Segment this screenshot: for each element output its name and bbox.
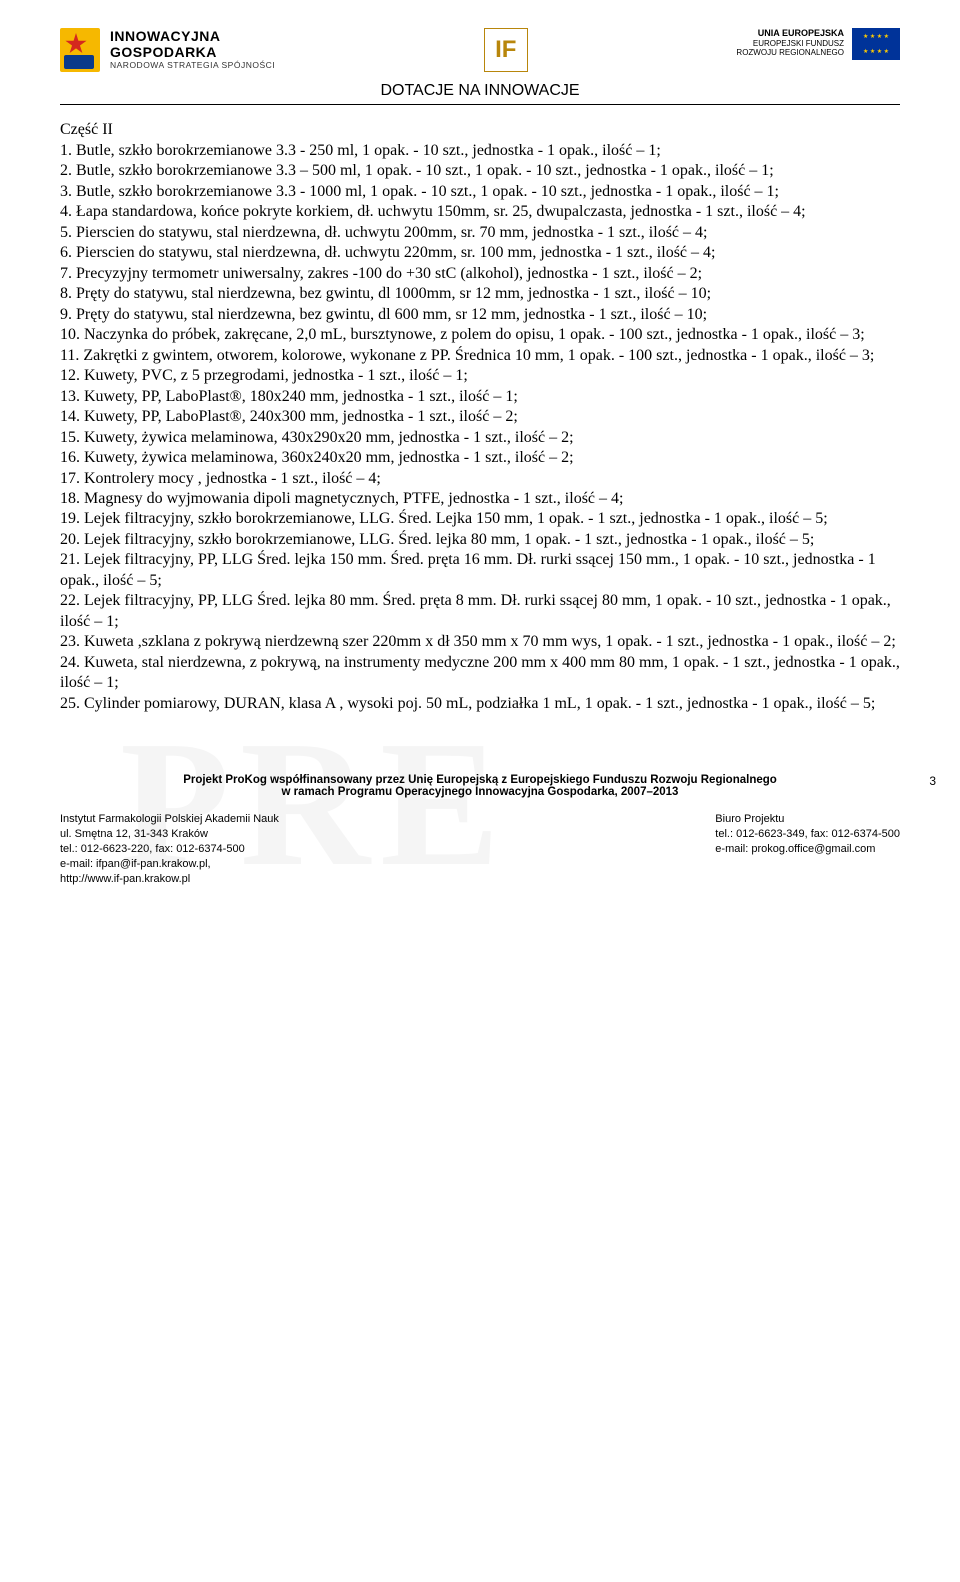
footer-right: Biuro Projektu tel.: 012-6623-349, fax: …	[715, 812, 900, 886]
list-item: 17. Kontrolery mocy , jednostka - 1 szt.…	[60, 469, 900, 489]
item-list: 1. Butle, szkło borokrzemianowe 3.3 - 25…	[60, 141, 900, 714]
page-title: DOTACJE NA INNOWACJE	[60, 82, 900, 100]
header-row: INNOWACYJNA GOSPODARKA NARODOWA STRATEGI…	[60, 28, 900, 72]
list-item: 9. Pręty do statywu, stal nierdzewna, be…	[60, 305, 900, 325]
list-item: 5. Pierscien do statywu, stal nierdzewna…	[60, 223, 900, 243]
section-title: Część II	[60, 121, 900, 139]
list-item: 20. Lejek filtracyjny, szkło borokrzemia…	[60, 530, 900, 550]
list-item: 24. Kuweta, stal nierdzewna, z pokrywą, …	[60, 653, 900, 694]
list-item: 10. Naczynka do próbek, zakręcane, 2,0 m…	[60, 325, 900, 345]
footer-r3: e-mail: prokog.office@gmail.com	[715, 842, 900, 857]
logo-if: IF	[484, 28, 528, 72]
list-item: 22. Lejek filtracyjny, PP, LLG Śred. lej…	[60, 591, 900, 632]
eu-line3: ROZWOJU REGIONALNEGO	[736, 48, 844, 58]
list-item: 2. Butle, szkło borokrzemianowe 3.3 – 50…	[60, 161, 900, 181]
footer-l4: e-mail: ifpan@if-pan.krakow.pl,	[60, 857, 279, 872]
list-item: 3. Butle, szkło borokrzemianowe 3.3 - 10…	[60, 182, 900, 202]
list-item: 4. Łapa standardowa, końce pokryte korki…	[60, 202, 900, 222]
list-item: 1. Butle, szkło borokrzemianowe 3.3 - 25…	[60, 141, 900, 161]
ig-line3: NARODOWA STRATEGIA SPÓJNOŚCI	[110, 60, 275, 70]
footer-r2: tel.: 012-6623-349, fax: 012-6374-500	[715, 827, 900, 842]
if-label: IF	[495, 38, 516, 62]
divider	[60, 104, 900, 105]
footer-bold-1: Projekt ProKog współfinansowany przez Un…	[60, 774, 900, 786]
list-item: 23. Kuweta ,szklana z pokrywą nierdzewną…	[60, 632, 900, 652]
logo-eu: UNIA EUROPEJSKA EUROPEJSKI FUNDUSZ ROZWO…	[736, 28, 900, 60]
list-item: 19. Lejek filtracyjny, szkło borokrzemia…	[60, 509, 900, 529]
if-icon: IF	[484, 28, 528, 72]
ig-line2: GOSPODARKA	[110, 44, 275, 60]
eu-line2: EUROPEJSKI FUNDUSZ	[736, 39, 844, 49]
footer-r1: Biuro Projektu	[715, 812, 900, 827]
ig-star-icon	[60, 28, 100, 72]
footer-l2: ul. Smętna 12, 31-343 Kraków	[60, 827, 279, 842]
list-item: 25. Cylinder pomiarowy, DURAN, klasa A ,…	[60, 694, 900, 714]
list-item: 16. Kuwety, żywica melaminowa, 360x240x2…	[60, 448, 900, 468]
footer-l1: Instytut Farmakologii Polskiej Akademii …	[60, 812, 279, 827]
logo-innowacyjna: INNOWACYJNA GOSPODARKA NARODOWA STRATEGI…	[60, 28, 275, 72]
list-item: 12. Kuwety, PVC, z 5 przegrodami, jednos…	[60, 366, 900, 386]
footer-l5: http://www.if-pan.krakow.pl	[60, 872, 279, 887]
eu-text: UNIA EUROPEJSKA EUROPEJSKI FUNDUSZ ROZWO…	[736, 28, 844, 58]
page-container: INNOWACYJNA GOSPODARKA NARODOWA STRATEGI…	[0, 0, 960, 916]
page-number: 3	[929, 774, 936, 788]
ig-line1: INNOWACYJNA	[110, 28, 275, 44]
list-item: 15. Kuwety, żywica melaminowa, 430x290x2…	[60, 428, 900, 448]
list-item: 13. Kuwety, PP, LaboPlast®, 180x240 mm, …	[60, 387, 900, 407]
list-item: 6. Pierscien do statywu, stal nierdzewna…	[60, 243, 900, 263]
list-item: 11. Zakrętki z gwintem, otworem, kolorow…	[60, 346, 900, 366]
list-item: 21. Lejek filtracyjny, PP, LLG Śred. lej…	[60, 550, 900, 591]
footer-left: Instytut Farmakologii Polskiej Akademii …	[60, 812, 279, 886]
ig-text-block: INNOWACYJNA GOSPODARKA NARODOWA STRATEGI…	[110, 28, 275, 70]
list-item: 8. Pręty do statywu, stal nierdzewna, be…	[60, 284, 900, 304]
footer-l3: tel.: 012-6623-220, fax: 012-6374-500	[60, 842, 279, 857]
list-item: 14. Kuwety, PP, LaboPlast®, 240x300 mm, …	[60, 407, 900, 427]
eu-flag-icon	[852, 28, 900, 60]
footer-columns: Instytut Farmakologii Polskiej Akademii …	[60, 812, 900, 886]
footer-bold-2: w ramach Programu Operacyjnego Innowacyj…	[60, 786, 900, 798]
list-item: 18. Magnesy do wyjmowania dipoli magnety…	[60, 489, 900, 509]
eu-line1: UNIA EUROPEJSKA	[736, 28, 844, 39]
list-item: 7. Precyzyjny termometr uniwersalny, zak…	[60, 264, 900, 284]
footer: 3 Projekt ProKog współfinansowany przez …	[60, 774, 900, 886]
